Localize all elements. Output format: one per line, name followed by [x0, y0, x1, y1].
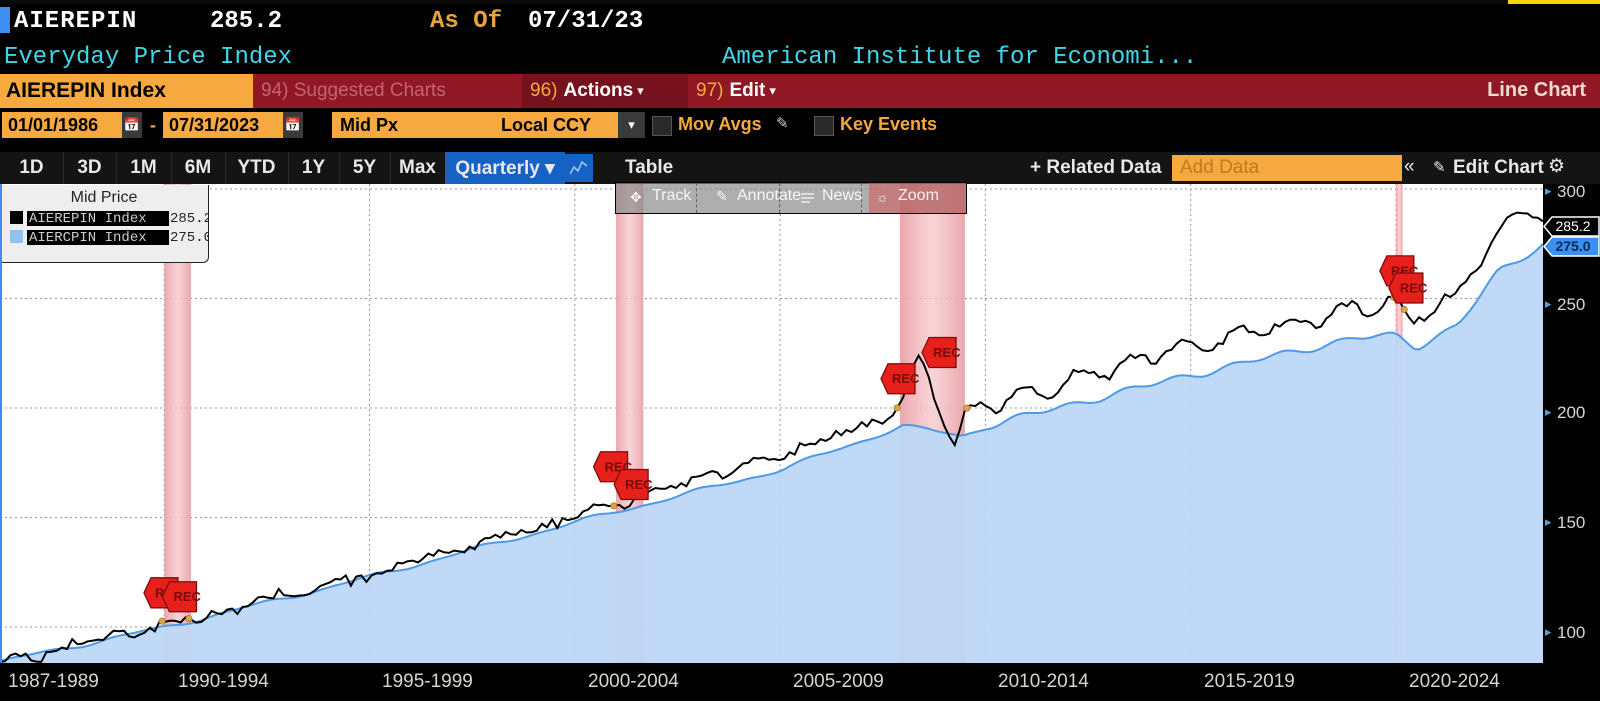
svg-text:REC: REC — [173, 589, 201, 604]
svg-text:REC: REC — [1400, 280, 1428, 295]
svg-text:REC: REC — [892, 371, 920, 386]
svg-text:285.2: 285.2 — [1555, 218, 1590, 234]
svg-text:REC: REC — [933, 345, 961, 360]
svg-text:REC: REC — [625, 477, 653, 492]
svg-text:275.0: 275.0 — [1555, 238, 1590, 254]
